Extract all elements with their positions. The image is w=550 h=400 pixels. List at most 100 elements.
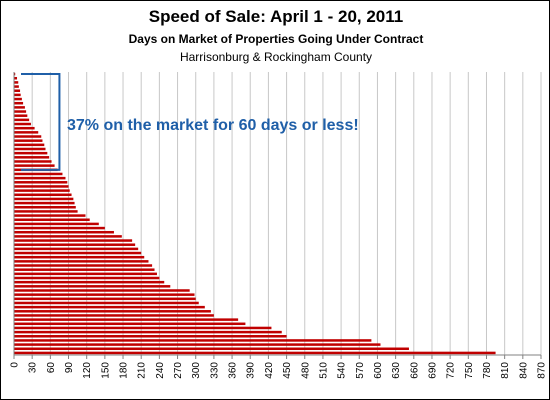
bar (14, 285, 171, 288)
x-tick-label: 150 (100, 362, 111, 379)
bar (14, 318, 239, 321)
bar (14, 126, 35, 130)
x-tick-label: 600 (373, 362, 384, 379)
bar (14, 181, 68, 184)
bar (14, 272, 157, 276)
bar (14, 176, 66, 180)
x-tick-label: 450 (282, 362, 293, 379)
x-tick-label: 210 (137, 362, 148, 379)
bar (14, 106, 25, 109)
bar (14, 343, 381, 346)
bar (14, 76, 18, 80)
bar (14, 135, 42, 138)
bar (14, 235, 122, 238)
bar (14, 85, 19, 88)
bar (14, 260, 149, 263)
bar (14, 214, 86, 217)
x-tick-label: 480 (300, 362, 311, 379)
bar (14, 326, 272, 330)
bar (14, 301, 199, 305)
bar (14, 226, 105, 230)
bar (14, 305, 205, 309)
bar (14, 280, 165, 284)
bar (14, 114, 28, 117)
annotation-bracket (21, 73, 61, 171)
x-tick-label: 0 (10, 362, 21, 368)
bar (14, 243, 136, 246)
bar (14, 147, 46, 151)
bar (14, 268, 155, 271)
bar (14, 210, 78, 213)
bar (14, 330, 282, 334)
bar (14, 185, 69, 188)
bar (14, 293, 195, 296)
bar (14, 314, 214, 317)
x-tick-label: 540 (337, 362, 348, 379)
bar (14, 251, 142, 255)
x-tick-label: 420 (264, 362, 275, 379)
x-tick-label: 570 (355, 362, 366, 379)
bar (14, 230, 114, 234)
bar (14, 276, 160, 280)
x-tick-label: 690 (427, 362, 438, 379)
chart-subtitle: Days on Market of Properties Going Under… (128, 32, 424, 46)
x-tick-label: 240 (155, 362, 166, 379)
x-tick-label: 330 (209, 362, 220, 379)
bar (14, 143, 45, 147)
bar (14, 310, 211, 313)
x-tick-label: 810 (500, 362, 511, 379)
x-tick-label: 360 (228, 362, 239, 379)
x-tick-label: 870 (537, 362, 548, 379)
bar (14, 351, 496, 355)
x-tick-label: 390 (246, 362, 257, 379)
annotation-text: 37% on the market for 60 days or less! (67, 117, 359, 134)
chart-subsubtitle: Harrisonburg & Rockingham County (179, 50, 373, 64)
bar (14, 193, 72, 197)
bar (14, 139, 43, 142)
bar (14, 297, 196, 301)
x-tick-label: 660 (409, 362, 420, 379)
x-tick-label: 270 (173, 362, 184, 379)
x-tick-label: 630 (391, 362, 402, 379)
bar (14, 255, 145, 259)
bar (14, 218, 90, 221)
bar (14, 172, 63, 176)
bar (14, 201, 75, 205)
x-tick-label: 780 (482, 362, 493, 379)
bar (14, 151, 48, 155)
bar (14, 222, 99, 226)
bar (14, 322, 246, 326)
bar (14, 118, 30, 122)
bar (14, 97, 22, 101)
x-tick-label: 30 (28, 362, 39, 374)
bar (14, 81, 19, 84)
bar (14, 89, 21, 92)
bar (14, 160, 52, 163)
x-tick-label: 90 (64, 362, 75, 374)
bar (14, 122, 31, 126)
bar (14, 289, 190, 292)
bar (14, 206, 76, 209)
bar (14, 131, 39, 134)
bar (14, 264, 153, 267)
x-tick-label: 750 (464, 362, 475, 379)
bar (14, 239, 133, 242)
x-tick-label: 180 (119, 362, 130, 379)
bar (14, 347, 409, 351)
x-tick-label: 120 (82, 362, 93, 379)
bar (14, 72, 16, 76)
bar (14, 156, 50, 159)
chart-title: Speed of Sale: April 1 - 20, 2011 (148, 7, 404, 26)
bar (14, 93, 21, 97)
x-tick-label: 300 (191, 362, 202, 379)
bar (14, 189, 70, 192)
bar (14, 101, 24, 105)
bar (14, 247, 139, 251)
x-tick-label: 510 (318, 362, 329, 379)
bar (14, 164, 55, 167)
x-tick-label: 840 (518, 362, 529, 379)
bar (14, 335, 287, 338)
bar (14, 110, 27, 113)
bar (14, 339, 372, 342)
